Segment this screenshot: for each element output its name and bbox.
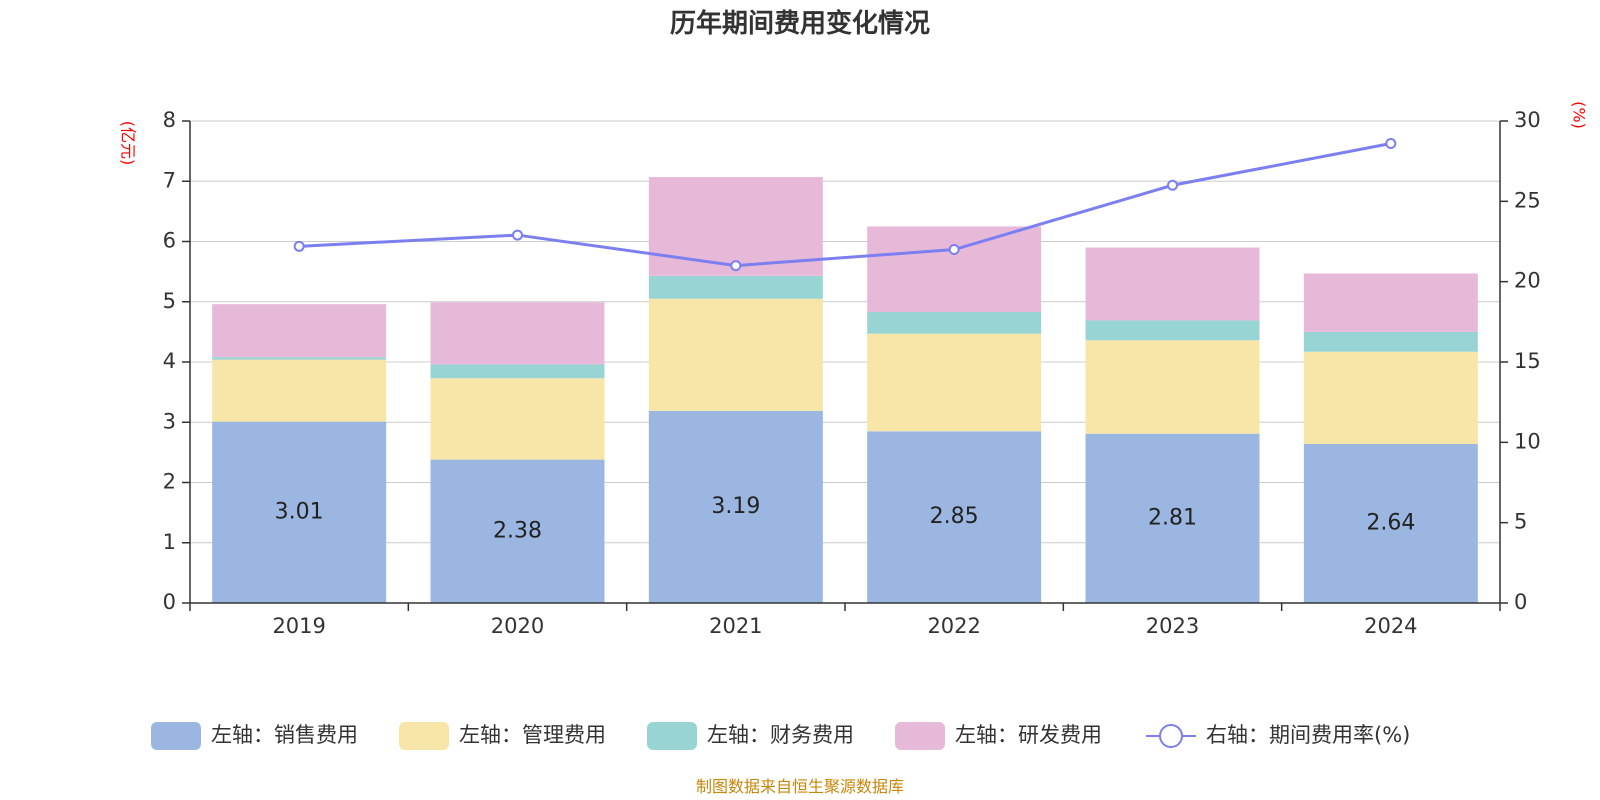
left-axis-unit: (亿元) bbox=[119, 121, 138, 166]
legend-item: 左轴：财务费用 bbox=[647, 722, 854, 750]
bar-segment bbox=[430, 459, 605, 603]
legend: 左轴：销售费用 左轴：管理费用 左轴：财务费用 左轴：研发费用 右轴：期间费用率(%) bbox=[151, 722, 1410, 750]
bar-segment bbox=[1303, 351, 1478, 444]
bar-segment bbox=[867, 431, 1042, 603]
axes: 0 1 2 3 4 5 6 7 8 0 5 10 15 20 25 30 2019 2020 2021 2022 202… bbox=[163, 108, 1541, 638]
left-axis-tick-label: 3 bbox=[163, 409, 176, 433]
bar-segment bbox=[648, 410, 823, 603]
bar-segment bbox=[1085, 320, 1260, 341]
legend-label: 左轴：管理费用 bbox=[459, 723, 606, 747]
legend-swatch bbox=[151, 722, 201, 750]
right-axis-tick-label: 20 bbox=[1514, 269, 1541, 293]
legend-label: 左轴：财务费用 bbox=[707, 723, 854, 747]
legend-label: 左轴：销售费用 bbox=[211, 723, 358, 747]
bar-segment bbox=[1085, 433, 1260, 603]
left-axis-tick-label: 2 bbox=[163, 470, 176, 494]
x-axis-tick-label: 2021 bbox=[709, 614, 762, 638]
bar-value-label: 2.64 bbox=[1366, 510, 1415, 535]
right-axis-tick-label: 25 bbox=[1514, 188, 1541, 212]
legend-item: 左轴：研发费用 bbox=[895, 722, 1102, 750]
legend-label: 左轴：研发费用 bbox=[955, 723, 1102, 747]
bar-segment bbox=[212, 359, 387, 422]
rate-line-point bbox=[512, 229, 523, 241]
right-axis-tick-label: 30 bbox=[1514, 108, 1541, 132]
bar-value-label: 2.81 bbox=[1148, 505, 1197, 530]
bar-segment bbox=[212, 357, 387, 360]
rate-line-series bbox=[293, 137, 1397, 272]
chart-title: 历年期间费用变化情况 bbox=[670, 8, 930, 39]
legend-swatch bbox=[895, 722, 945, 750]
bar-value-label: 3.01 bbox=[275, 499, 324, 524]
right-axis-tick-label: 5 bbox=[1514, 510, 1527, 534]
bar-value-label: 2.38 bbox=[493, 518, 542, 543]
rate-line-point bbox=[730, 260, 742, 272]
rate-line bbox=[299, 142, 1392, 268]
rate-line-point bbox=[293, 240, 305, 252]
bar-segment bbox=[430, 378, 605, 460]
bar-segment bbox=[867, 333, 1042, 432]
bar-segment bbox=[648, 298, 823, 411]
left-axis-tick-label: 8 bbox=[163, 108, 176, 132]
left-axis-tick-label: 7 bbox=[163, 168, 176, 192]
x-axis-tick-label: 2023 bbox=[1146, 614, 1199, 638]
legend-swatch bbox=[647, 722, 697, 750]
right-axis-unit: (%) bbox=[1570, 101, 1589, 129]
bar-segment bbox=[648, 275, 823, 299]
legend-item: 左轴：管理费用 bbox=[399, 722, 606, 750]
left-axis-tick-label: 5 bbox=[163, 289, 176, 313]
legend-item: 左轴：销售费用 bbox=[151, 722, 358, 750]
x-axis-tick-label: 2022 bbox=[927, 614, 980, 638]
x-axis-tick-label: 2019 bbox=[272, 614, 325, 638]
right-axis-tick-label: 0 bbox=[1514, 590, 1527, 614]
legend-label: 右轴：期间费用率(%) bbox=[1206, 723, 1410, 747]
x-axis-tick-label: 2024 bbox=[1364, 614, 1417, 638]
legend-swatch bbox=[399, 722, 449, 750]
right-axis-tick-label: 10 bbox=[1514, 429, 1541, 453]
left-axis-tick-label: 1 bbox=[163, 530, 176, 554]
left-axis-tick-label: 0 bbox=[163, 590, 176, 614]
x-axis-tick-label: 2020 bbox=[491, 614, 544, 638]
bar-segment bbox=[648, 177, 823, 276]
rate-line-point bbox=[1385, 137, 1397, 149]
bar-segment bbox=[867, 311, 1042, 334]
bar-segment bbox=[1085, 247, 1260, 321]
bar-segment bbox=[212, 421, 387, 603]
rate-line-point bbox=[948, 244, 960, 256]
bar-value-label: 3.19 bbox=[711, 494, 760, 519]
bar-segment bbox=[867, 226, 1042, 312]
legend-item: 右轴：期间费用率(%) bbox=[1146, 723, 1410, 748]
bar-segment bbox=[430, 364, 605, 379]
bar-data-labels: 3.01 2.38 3.19 2.85 2.81 2.64 bbox=[275, 494, 1416, 543]
left-axis-tick-label: 4 bbox=[163, 349, 176, 373]
bar-value-label: 2.85 bbox=[930, 504, 979, 529]
rate-line-point bbox=[1167, 179, 1178, 191]
right-axis-tick-label: 15 bbox=[1514, 349, 1541, 373]
legend-circle-swatch bbox=[1159, 724, 1183, 748]
bar-segment bbox=[1303, 331, 1478, 352]
bar-segment bbox=[1303, 443, 1478, 603]
grid-lines bbox=[190, 120, 1500, 544]
bar-segment bbox=[212, 304, 387, 358]
bar-series bbox=[212, 177, 1478, 603]
bar-segment bbox=[1303, 273, 1478, 332]
left-axis-tick-label: 6 bbox=[163, 229, 176, 253]
bar-segment bbox=[1085, 340, 1260, 434]
bar-segment bbox=[430, 302, 605, 365]
data-source-note: 制图数据来自恒生聚源数据库 bbox=[696, 777, 904, 796]
